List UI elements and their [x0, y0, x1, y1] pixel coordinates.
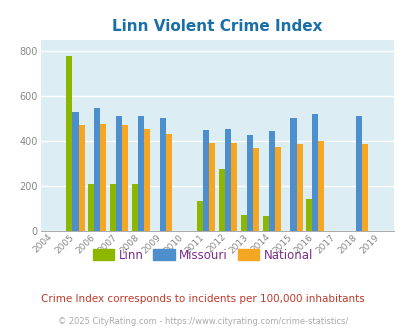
Bar	[78, 125, 84, 231]
Title: Linn Violent Crime Index: Linn Violent Crime Index	[112, 19, 322, 34]
Bar	[116, 116, 122, 231]
Bar	[290, 118, 296, 231]
Bar	[94, 108, 100, 231]
Bar	[209, 143, 215, 231]
Bar	[131, 184, 138, 231]
Bar	[224, 129, 230, 231]
Bar	[240, 215, 246, 231]
Bar	[246, 135, 252, 231]
Bar	[252, 148, 258, 231]
Bar	[197, 201, 203, 231]
Bar	[268, 131, 274, 231]
Bar	[318, 141, 324, 231]
Bar	[203, 130, 209, 231]
Bar	[361, 144, 367, 231]
Bar	[355, 116, 361, 231]
Bar	[138, 116, 144, 231]
Bar	[159, 118, 165, 231]
Bar	[100, 124, 106, 231]
Bar	[122, 125, 128, 231]
Bar	[305, 199, 311, 231]
Legend: Linn, Missouri, National: Linn, Missouri, National	[88, 244, 317, 266]
Bar	[218, 169, 224, 231]
Text: © 2025 CityRating.com - https://www.cityrating.com/crime-statistics/: © 2025 CityRating.com - https://www.city…	[58, 317, 347, 326]
Bar	[66, 56, 72, 231]
Bar	[144, 129, 150, 231]
Bar	[110, 184, 116, 231]
Bar	[230, 143, 237, 231]
Bar	[262, 216, 268, 231]
Bar	[72, 112, 78, 231]
Bar	[296, 144, 302, 231]
Bar	[88, 184, 94, 231]
Bar	[274, 147, 280, 231]
Bar	[165, 134, 171, 231]
Bar	[311, 114, 318, 231]
Text: Crime Index corresponds to incidents per 100,000 inhabitants: Crime Index corresponds to incidents per…	[41, 294, 364, 304]
